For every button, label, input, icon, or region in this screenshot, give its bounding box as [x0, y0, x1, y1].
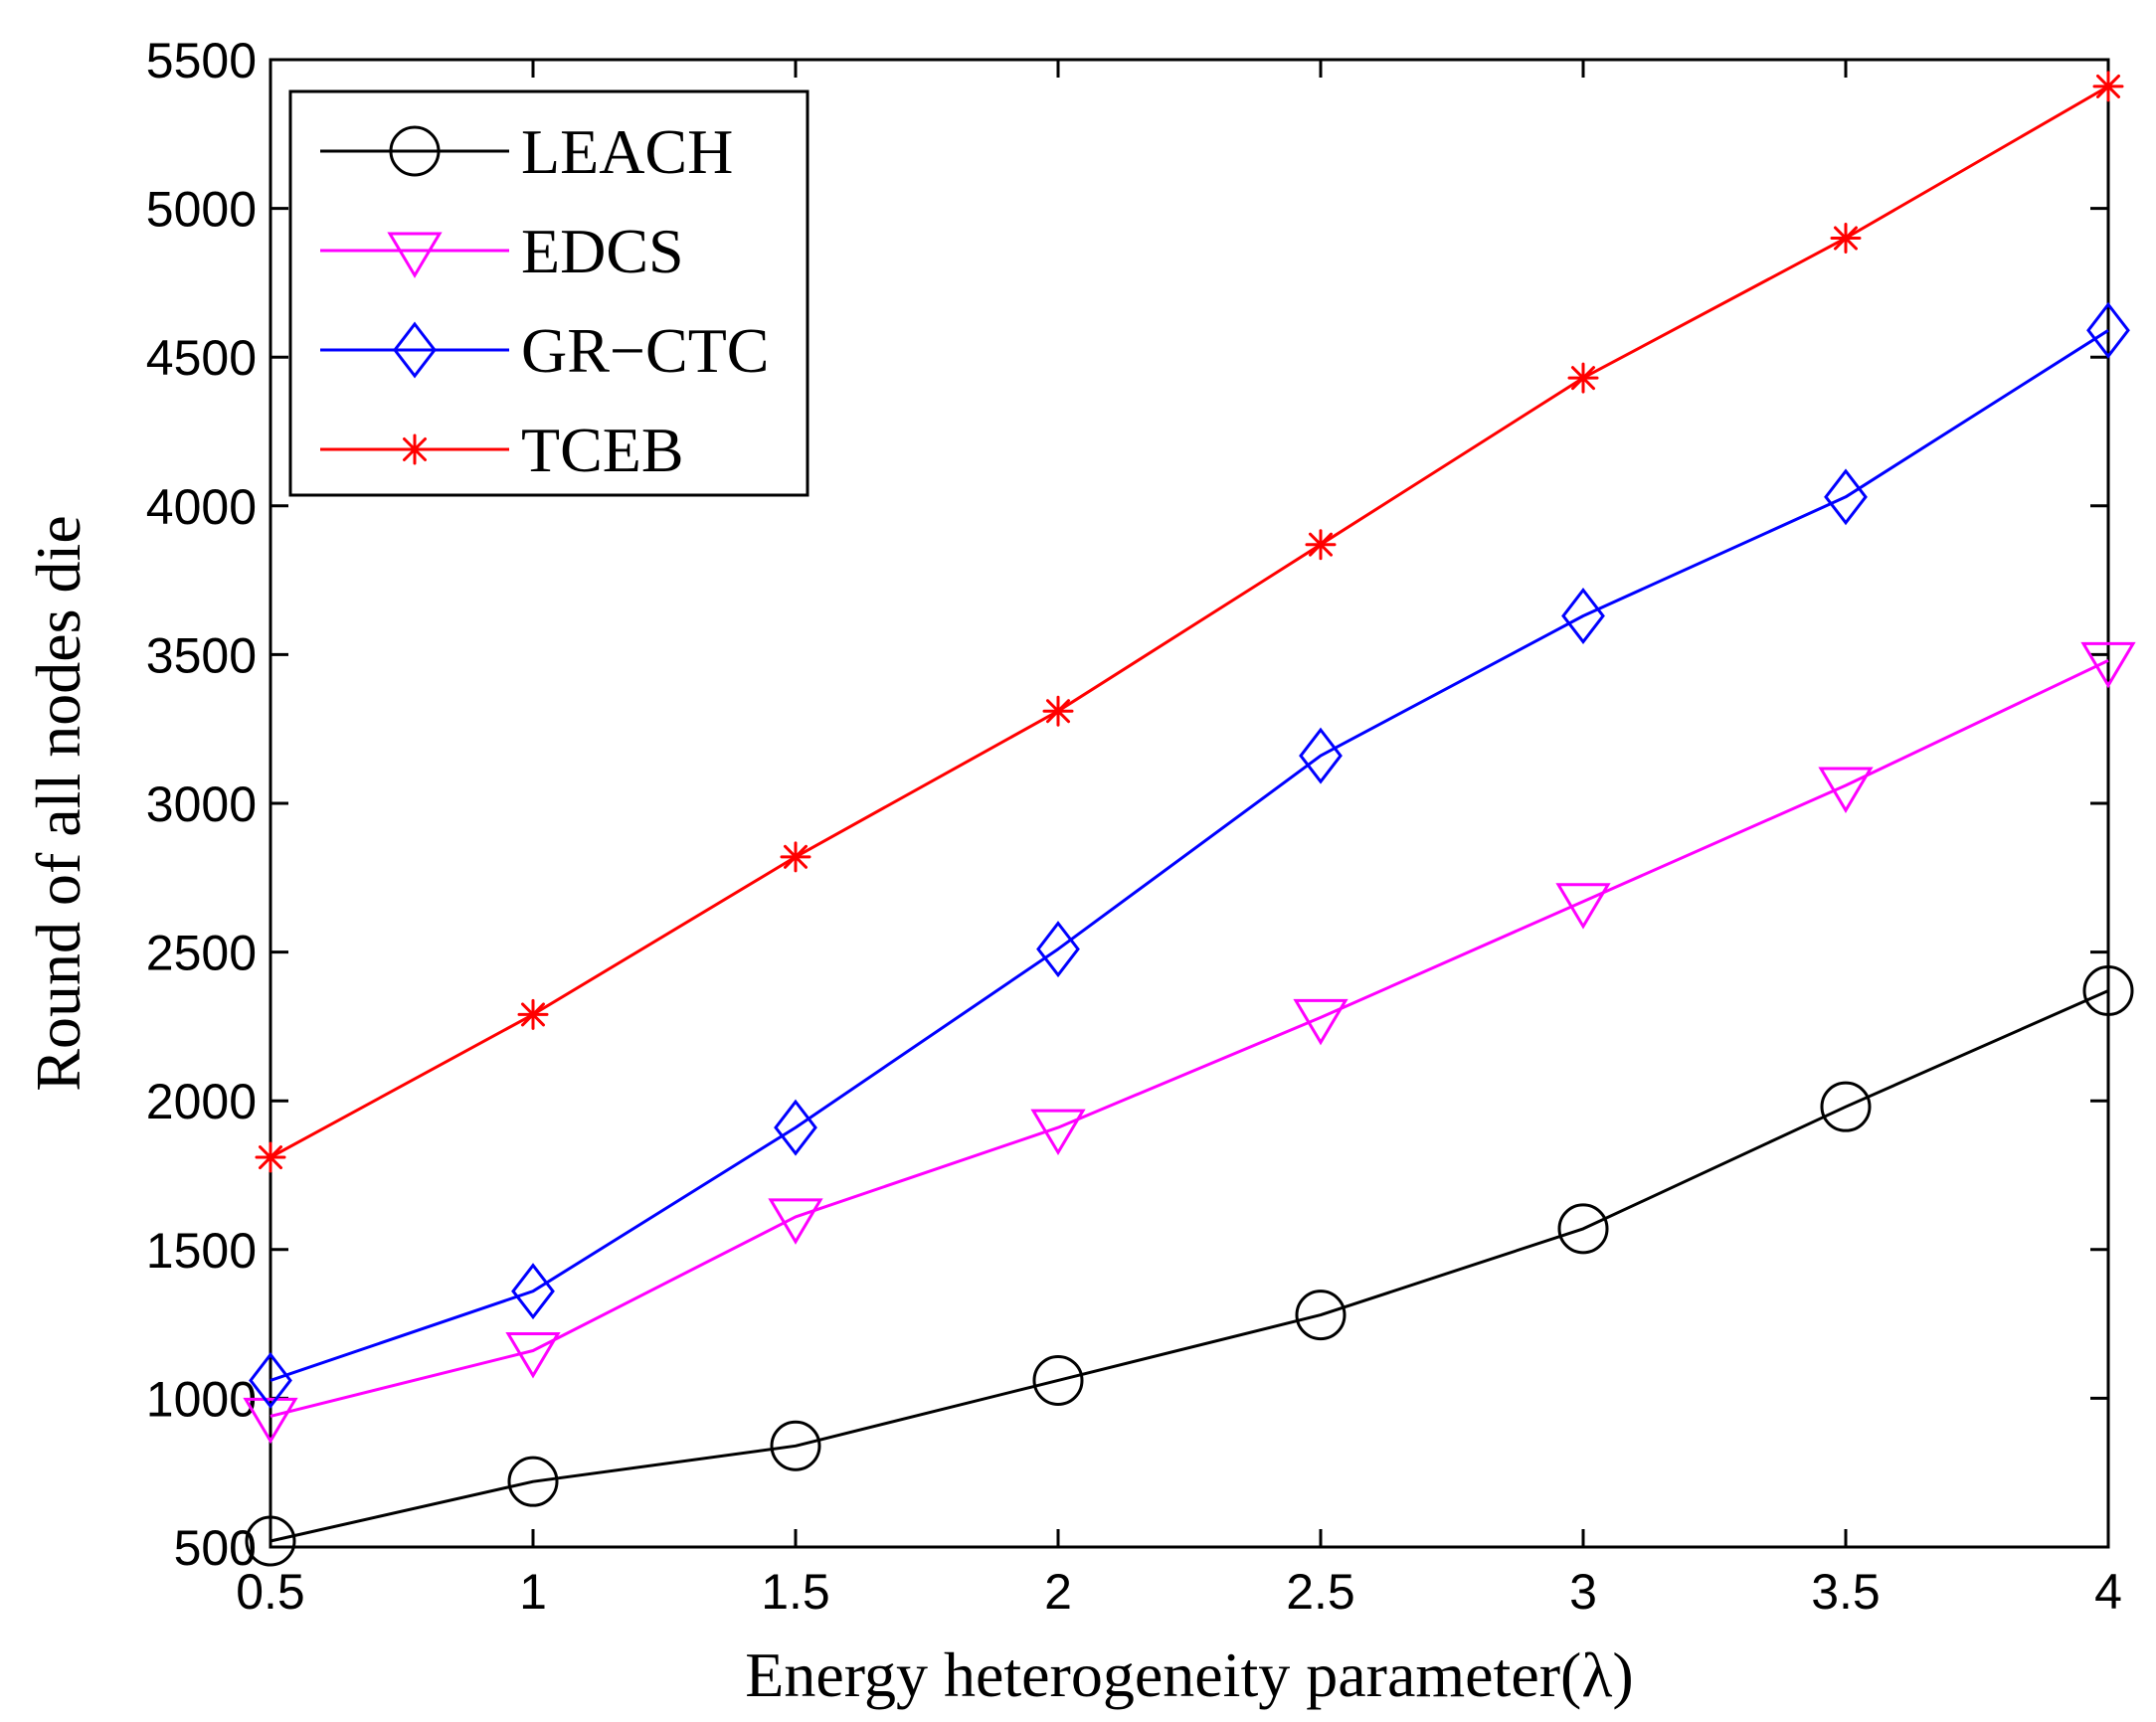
data-point-leach — [1557, 1203, 1609, 1255]
y-tick-label: 4500 — [146, 330, 257, 386]
series-gr-ctc — [249, 301, 2130, 1409]
legend-box — [288, 89, 809, 497]
x-tick-label: 4 — [2094, 1564, 2122, 1620]
series-line-tceb — [270, 85, 2109, 1159]
data-point-tceb — [1305, 529, 1337, 561]
axis-ticks: 0.5 1 1.5 2 2.5 3 3.5 4500100015002000250030003… — [146, 33, 2122, 1620]
y-axis-title: Round of all nodes die — [23, 515, 93, 1091]
data-point-gr-ctc — [1299, 727, 1343, 784]
y-tick-label: 3000 — [146, 776, 257, 832]
data-point-leach — [770, 1420, 821, 1471]
series-line-edcs — [270, 659, 2109, 1418]
data-point-leach — [1032, 1354, 1084, 1406]
series-leach — [245, 964, 2134, 1567]
data-point-tceb — [1042, 695, 1074, 727]
legend-item-leach: LEACH — [320, 116, 733, 187]
data-point-gr-ctc — [1824, 468, 1868, 526]
data-point-tceb — [1830, 223, 1862, 255]
y-tick-label: 5000 — [146, 182, 257, 238]
y-tick-label: 2000 — [146, 1074, 257, 1129]
data-point-leach — [507, 1456, 559, 1507]
y-tick-label: 500 — [174, 1520, 257, 1576]
x-tick-label: 3 — [1569, 1564, 1597, 1620]
data-point-tceb — [780, 841, 811, 873]
y-tick-label: 1500 — [146, 1223, 257, 1279]
data-point-gr-ctc — [1561, 588, 1605, 644]
data-point-gr-ctc — [774, 1099, 817, 1156]
data-point-tceb — [517, 998, 549, 1030]
data-point-edcs — [2080, 641, 2136, 689]
series-line-leach — [270, 989, 2109, 1543]
y-tick-label: 5500 — [146, 33, 257, 88]
legend-label-leach: LEACH — [521, 116, 733, 187]
data-point-leach — [245, 1515, 296, 1567]
x-tick-label: 1 — [519, 1564, 547, 1620]
series-layer — [243, 71, 2136, 1567]
data-point-edcs — [1030, 1109, 1086, 1156]
legend: LEACH EDCS GR−CTC TCEB — [288, 89, 809, 497]
y-tick-label: 1000 — [146, 1371, 257, 1427]
data-point-gr-ctc — [511, 1263, 555, 1320]
data-point-gr-ctc — [2086, 301, 2130, 359]
x-tick-label: 0.5 — [236, 1564, 305, 1620]
data-point-tceb — [1567, 362, 1599, 394]
y-tick-label: 2500 — [146, 926, 257, 981]
legend-item-gr-ctc: GR−CTC — [320, 315, 769, 386]
legend-label-tceb: TCEB — [521, 415, 684, 485]
data-point-edcs — [243, 1397, 298, 1445]
series-edcs — [243, 641, 2136, 1445]
series-tceb — [255, 71, 2124, 1173]
data-point-gr-ctc — [249, 1351, 292, 1409]
data-point-edcs — [505, 1332, 561, 1379]
data-point-leach — [1295, 1290, 1347, 1341]
series-line-gr-ctc — [270, 329, 2109, 1382]
x-axis-title: Energy heterogeneity parameter(λ) — [745, 1639, 1633, 1710]
data-point-tceb — [255, 1141, 286, 1173]
legend-item-tceb: TCEB — [320, 415, 684, 485]
x-tick-label: 1.5 — [761, 1564, 830, 1620]
legend-label-gr-ctc: GR−CTC — [521, 315, 769, 386]
data-point-edcs — [1555, 883, 1611, 930]
data-point-tceb — [2092, 71, 2124, 102]
y-tick-label: 4000 — [146, 479, 257, 535]
data-point-edcs — [1293, 998, 1348, 1046]
x-tick-label: 2 — [1044, 1564, 1072, 1620]
legend-marker-gr-ctc — [393, 321, 437, 379]
x-tick-label: 3.5 — [1811, 1564, 1881, 1620]
data-point-edcs — [1818, 767, 1874, 813]
legend-marker-edcs — [387, 232, 443, 278]
data-point-leach — [2082, 964, 2134, 1016]
x-tick-label: 2.5 — [1286, 1564, 1355, 1620]
legend-label-edcs: EDCS — [521, 216, 684, 286]
data-point-gr-ctc — [1036, 921, 1080, 978]
legend-marker-leach — [389, 125, 441, 177]
data-point-leach — [1820, 1081, 1872, 1132]
legend-marker-tceb — [399, 433, 431, 465]
legend-item-edcs: EDCS — [320, 216, 684, 286]
y-tick-label: 3500 — [146, 627, 257, 683]
data-point-edcs — [768, 1198, 823, 1245]
